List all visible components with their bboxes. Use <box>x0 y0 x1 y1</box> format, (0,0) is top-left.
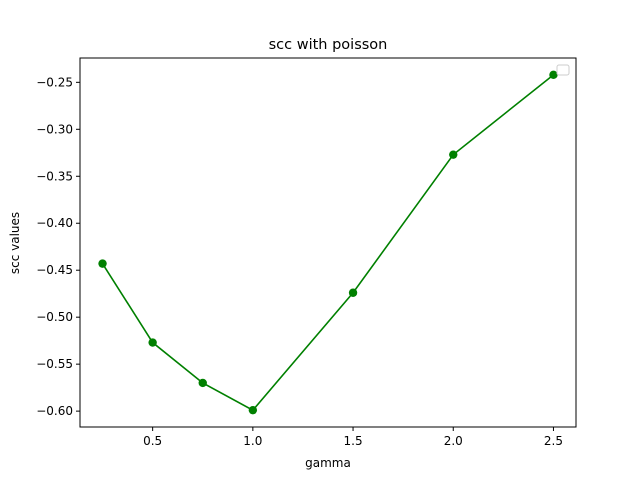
data-point <box>98 259 107 268</box>
data-point <box>348 288 358 297</box>
y-tick-label: −0.50 <box>36 310 73 324</box>
y-tick-label: −0.60 <box>36 404 73 418</box>
x-tick-label: 0.5 <box>143 434 162 448</box>
y-tick-label: −0.55 <box>36 357 73 371</box>
y-tick-label: −0.35 <box>36 169 73 183</box>
x-axis-label: gamma <box>305 456 351 470</box>
x-axis: 0.5 1.0 1.5 2.0 2.5 <box>143 427 563 448</box>
legend-box <box>556 64 570 76</box>
y-tick-label: −0.25 <box>36 75 73 89</box>
x-tick-label: 2.5 <box>544 434 563 448</box>
x-tick-label: 2.0 <box>444 434 463 448</box>
y-tick-label: −0.40 <box>36 216 73 230</box>
chart-title: scc with poisson <box>269 37 388 53</box>
y-tick-label: −0.45 <box>36 263 73 277</box>
series-layer <box>98 70 558 415</box>
y-tick-label: −0.30 <box>36 122 73 136</box>
data-point <box>198 378 207 388</box>
axes-frame <box>79 57 577 428</box>
data-point <box>549 70 558 80</box>
data-point <box>449 150 458 159</box>
y-axis: −0.60 −0.55 −0.50 −0.45 −0.40 −0.35 −0.30 −0.25 <box>36 75 80 418</box>
x-tick-label: 1.0 <box>243 434 262 448</box>
y-axis-label: scc values <box>8 212 22 274</box>
data-point <box>148 338 157 347</box>
x-tick-label: 1.5 <box>344 434 363 448</box>
data-point <box>248 405 258 415</box>
